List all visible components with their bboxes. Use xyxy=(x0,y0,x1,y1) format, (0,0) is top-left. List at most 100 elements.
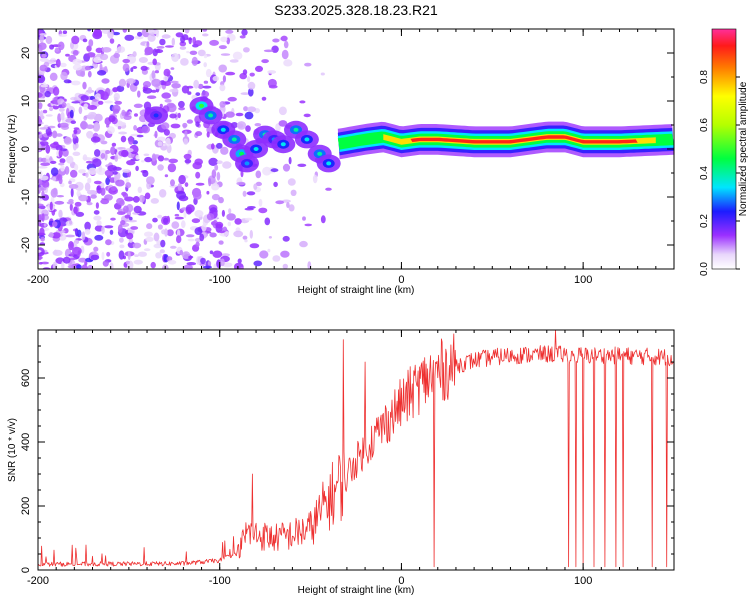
noise-speck xyxy=(49,156,53,162)
noise-speck xyxy=(52,105,60,110)
x-tick-label: -100 xyxy=(209,274,231,286)
noise-speck xyxy=(185,234,195,238)
colorbar-tick-label: 0.8 xyxy=(699,70,710,84)
noise-speck xyxy=(39,170,43,177)
noise-speck xyxy=(159,38,166,46)
noise-speck xyxy=(70,96,79,101)
noise-speck xyxy=(263,49,274,53)
noise-speck xyxy=(80,71,86,77)
noise-speck xyxy=(105,150,111,154)
noise-speck xyxy=(84,182,91,192)
noise-speck xyxy=(126,78,136,84)
noise-speck xyxy=(268,236,272,239)
noise-speck xyxy=(83,115,87,121)
noise-speck xyxy=(267,70,277,74)
noise-speck xyxy=(303,113,311,118)
noise-speck xyxy=(166,229,174,237)
noise-speck xyxy=(107,30,114,39)
x-tick-label: -100 xyxy=(209,575,231,587)
noise-speck xyxy=(38,45,43,54)
noise-speck xyxy=(177,112,181,119)
noise-speck xyxy=(121,109,126,117)
noise-speck xyxy=(109,229,114,235)
noise-speck xyxy=(247,81,256,90)
noise-speck xyxy=(273,181,278,188)
signal-blob-core xyxy=(153,113,159,118)
noise-speck xyxy=(216,160,223,164)
noise-speck xyxy=(110,217,116,221)
noise-speck xyxy=(216,171,221,181)
noise-speck xyxy=(118,250,125,260)
noise-speck xyxy=(130,226,139,230)
noise-speck xyxy=(312,174,318,184)
noise-speck xyxy=(116,85,125,92)
noise-speck xyxy=(234,218,242,225)
noise-speck xyxy=(244,239,248,243)
noise-speck xyxy=(135,165,139,172)
noise-speck xyxy=(119,237,124,243)
noise-speck xyxy=(194,210,204,218)
noise-speck xyxy=(171,83,181,89)
y-tick-label: -20 xyxy=(20,237,32,253)
noise-speck xyxy=(152,58,157,66)
noise-speck xyxy=(138,251,147,257)
noise-speck xyxy=(58,209,63,219)
x-tick-label: 100 xyxy=(574,274,592,286)
noise-speck xyxy=(87,177,92,184)
noise-speck xyxy=(180,58,189,66)
x-tick-label: -200 xyxy=(27,575,49,587)
carrier-band-5 xyxy=(410,135,638,144)
noise-speck xyxy=(258,207,268,214)
noise-speck xyxy=(176,191,187,200)
noise-speck xyxy=(74,201,82,207)
noise-speck xyxy=(119,244,125,249)
noise-speck xyxy=(220,36,228,43)
noise-speck xyxy=(255,65,263,72)
noise-speck xyxy=(118,131,128,135)
noise-speck xyxy=(161,34,171,39)
noise-speck xyxy=(153,232,160,242)
noise-speck xyxy=(45,144,51,154)
noise-speck xyxy=(267,248,271,253)
noise-speck xyxy=(240,92,250,95)
noise-speck xyxy=(183,210,187,219)
noise-speck xyxy=(278,106,287,116)
noise-speck xyxy=(304,62,312,67)
signal-blob-core xyxy=(231,137,237,142)
noise-speck xyxy=(137,31,143,37)
noise-speck xyxy=(280,250,290,258)
noise-speck xyxy=(159,189,167,198)
noise-speck xyxy=(87,86,92,94)
noise-speck xyxy=(124,34,135,41)
noise-speck xyxy=(38,97,45,102)
chart-title: S233.2025.328.18.23.R21 xyxy=(274,2,438,18)
noise-speck xyxy=(55,133,63,137)
noise-speck xyxy=(50,167,59,176)
noise-speck xyxy=(272,255,281,262)
noise-speck xyxy=(246,191,256,196)
noise-speck xyxy=(146,95,157,99)
noise-speck xyxy=(214,164,219,171)
noise-speck xyxy=(222,161,232,169)
noise-speck xyxy=(41,190,45,198)
noise-speck xyxy=(62,30,68,34)
noise-speck xyxy=(40,162,51,166)
noise-speck xyxy=(299,100,306,104)
spectrogram-x-axis-label: Height of straight line (km) xyxy=(298,285,415,296)
noise-speck xyxy=(212,250,223,258)
noise-speck xyxy=(151,89,157,93)
spectrogram-y-axis-label: Frequency (Hz) xyxy=(7,115,18,184)
noise-speck xyxy=(181,220,186,229)
noise-speck xyxy=(50,57,56,61)
noise-speck xyxy=(203,62,207,68)
noise-speck xyxy=(38,205,46,210)
noise-speck xyxy=(151,153,156,162)
noise-speck xyxy=(94,93,102,100)
noise-speck xyxy=(43,223,47,227)
noise-speck xyxy=(84,261,88,266)
noise-speck xyxy=(155,252,162,259)
noise-speck xyxy=(182,34,189,41)
noise-speck xyxy=(157,155,165,162)
noise-speck xyxy=(82,38,88,43)
noise-speck xyxy=(68,198,74,203)
